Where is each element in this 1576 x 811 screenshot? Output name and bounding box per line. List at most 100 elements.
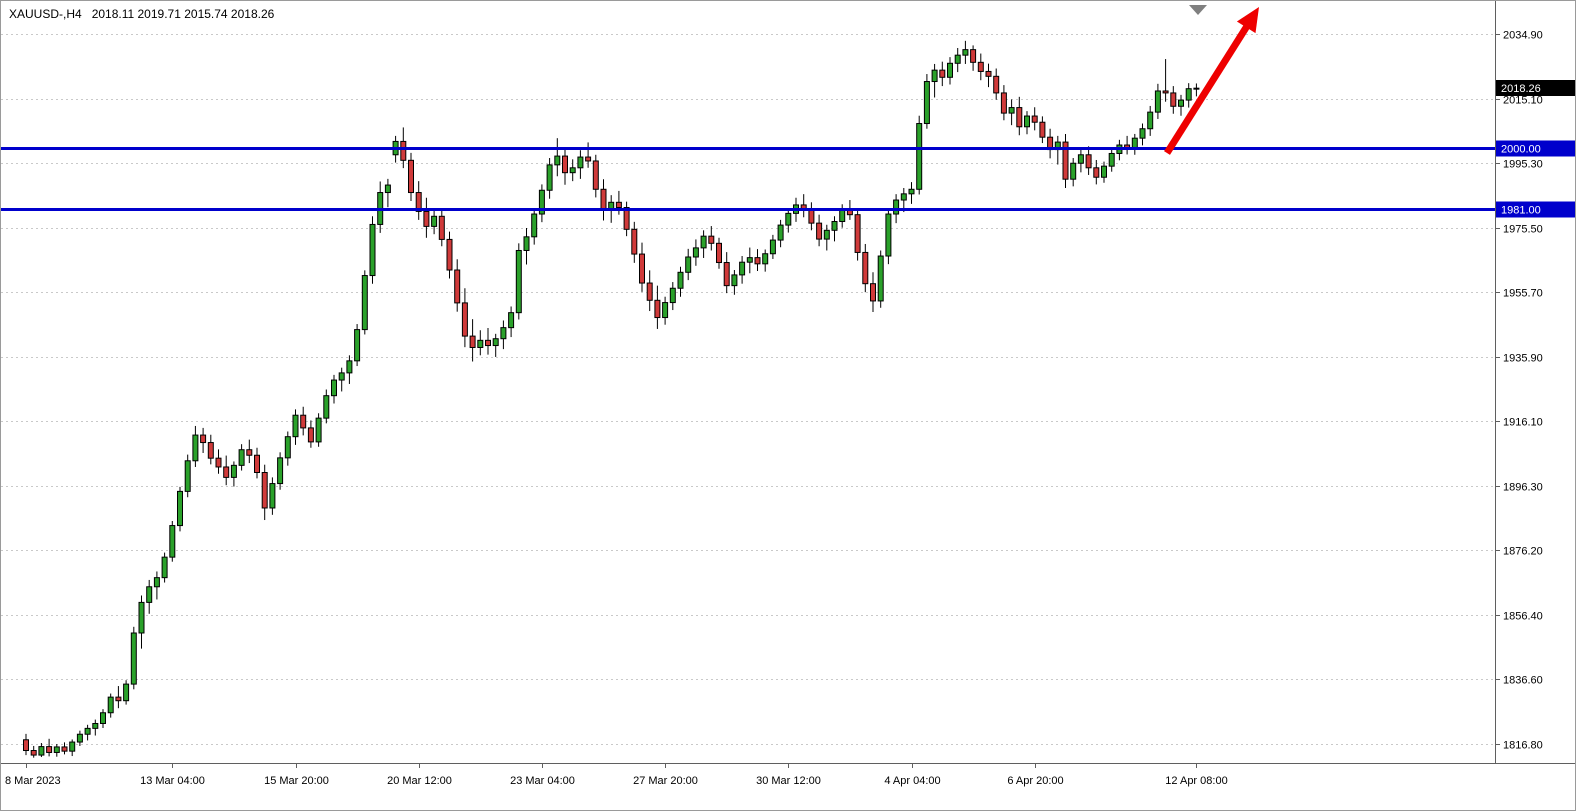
chart-title: XAUUSD-,H4 2018.11 2019.71 2015.74 2018.2… bbox=[9, 7, 274, 21]
candle bbox=[277, 452, 284, 490]
time-axis-label: 20 Mar 12:00 bbox=[387, 775, 452, 787]
candle bbox=[338, 367, 345, 392]
candle bbox=[939, 61, 946, 87]
candle bbox=[1154, 83, 1161, 119]
candle bbox=[146, 579, 153, 614]
time-axis-label: 15 Mar 20:00 bbox=[264, 775, 329, 787]
hline-price-label: 1981.00 bbox=[1501, 205, 1541, 217]
candle bbox=[1093, 159, 1100, 185]
candle bbox=[261, 464, 268, 521]
price-axis-label: 1916.10 bbox=[1503, 417, 1543, 429]
candle bbox=[130, 626, 137, 690]
hline-2000.00[interactable]: 2000.00 bbox=[1, 140, 1576, 157]
candle bbox=[585, 142, 592, 168]
candle bbox=[76, 730, 83, 746]
candle bbox=[1170, 86, 1177, 114]
trend-arrow[interactable] bbox=[1164, 7, 1259, 155]
candle bbox=[662, 296, 669, 325]
time-axis-label: 4 Apr 04:00 bbox=[884, 775, 940, 787]
candle bbox=[177, 486, 183, 532]
candle bbox=[739, 256, 746, 284]
candle bbox=[254, 447, 260, 479]
time-axis-label: 13 Mar 04:00 bbox=[140, 775, 205, 787]
chart-shift-marker-icon[interactable] bbox=[1189, 5, 1207, 15]
candle bbox=[269, 477, 276, 515]
candle bbox=[215, 449, 222, 474]
candle bbox=[639, 242, 645, 292]
candle bbox=[562, 148, 568, 185]
candle bbox=[300, 406, 307, 436]
time-axis[interactable]: 8 Mar 2023 13 Mar 04:00 15 Mar 20:00 20 Mar… bbox=[5, 763, 1228, 787]
candle bbox=[246, 439, 253, 464]
hline-1981.00[interactable]: 1981.00 bbox=[1, 201, 1576, 218]
svg-text:2018.26: 2018.26 bbox=[1501, 83, 1541, 95]
candle bbox=[1108, 148, 1115, 172]
candle bbox=[947, 57, 953, 85]
candle bbox=[1147, 105, 1154, 136]
candle bbox=[508, 306, 515, 338]
candle bbox=[731, 270, 738, 295]
candle bbox=[138, 595, 145, 649]
candle bbox=[677, 266, 684, 297]
candle bbox=[1077, 148, 1084, 173]
candle bbox=[415, 181, 422, 220]
candle bbox=[1085, 146, 1092, 175]
time-axis-label: 8 Mar 2023 bbox=[5, 775, 61, 787]
candle bbox=[1008, 99, 1015, 126]
candle bbox=[384, 178, 391, 208]
candle bbox=[1178, 94, 1184, 116]
candle bbox=[461, 288, 468, 348]
current-price-label: 2018.26 bbox=[1496, 80, 1575, 96]
candle bbox=[423, 197, 430, 238]
candle bbox=[92, 719, 99, 736]
candle bbox=[454, 259, 461, 312]
candle bbox=[315, 413, 322, 447]
candle bbox=[877, 250, 884, 308]
candle bbox=[446, 231, 453, 279]
candle bbox=[954, 47, 961, 73]
candle bbox=[38, 743, 45, 758]
candle bbox=[854, 208, 861, 261]
candle bbox=[1039, 116, 1046, 144]
price-axis-label: 2034.90 bbox=[1503, 30, 1543, 42]
candle bbox=[523, 228, 530, 265]
candle bbox=[569, 159, 576, 182]
candle bbox=[100, 709, 106, 729]
candle bbox=[323, 389, 330, 424]
candle bbox=[107, 693, 114, 718]
candle bbox=[716, 237, 722, 269]
candle bbox=[408, 152, 414, 202]
candle bbox=[823, 224, 830, 251]
candle bbox=[592, 154, 599, 198]
candle bbox=[669, 282, 676, 311]
time-axis-label: 23 Mar 04:00 bbox=[510, 775, 575, 787]
candle bbox=[546, 158, 553, 199]
hline-price-label: 2000.00 bbox=[1501, 144, 1541, 156]
candle bbox=[785, 208, 792, 233]
candle bbox=[923, 74, 930, 129]
candle bbox=[492, 333, 499, 357]
price-axis-label: 1836.60 bbox=[1503, 675, 1543, 687]
candle bbox=[538, 184, 545, 223]
candle bbox=[192, 425, 199, 467]
candle bbox=[123, 680, 130, 705]
candle bbox=[746, 247, 753, 274]
candle bbox=[1070, 158, 1077, 187]
candle bbox=[831, 216, 838, 242]
candle bbox=[23, 733, 29, 756]
candle bbox=[908, 182, 915, 204]
price-axis-label: 1955.70 bbox=[1503, 288, 1543, 300]
candle bbox=[762, 249, 769, 272]
candle bbox=[654, 285, 661, 329]
candle bbox=[46, 738, 53, 757]
candle bbox=[1000, 85, 1007, 121]
candle bbox=[1162, 59, 1169, 102]
candle bbox=[692, 239, 699, 266]
price-axis-label: 1856.40 bbox=[1503, 611, 1543, 623]
candle bbox=[962, 40, 969, 64]
candle bbox=[754, 249, 761, 271]
candle bbox=[307, 420, 314, 448]
price-axis[interactable]: 2034.90 2015.10 1995.30 1975.50 1955.70 1935.… bbox=[1495, 30, 1543, 752]
